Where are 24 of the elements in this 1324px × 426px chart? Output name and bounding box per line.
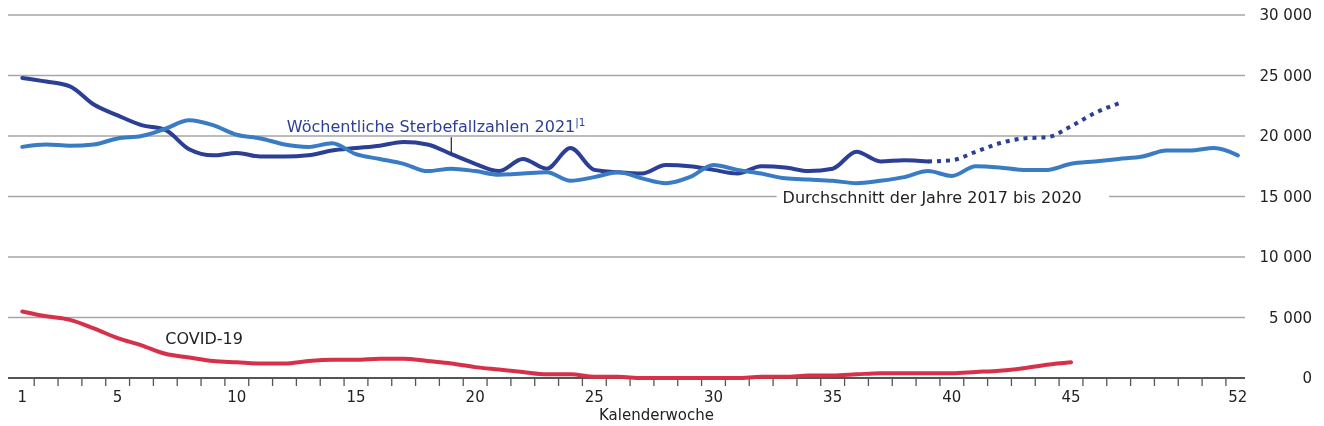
x-tick-label: 45 [1061, 388, 1081, 406]
x-tick-label: 35 [823, 388, 843, 406]
x-tick-label: 15 [346, 388, 366, 406]
series-label: Wöchentliche Sterbefallzahlen 2021$^{|1}$ [286, 116, 586, 137]
x-tick-label: 30 [703, 388, 724, 406]
y-tick-label: 15 000 [1259, 187, 1312, 206]
x-tick-label: 1 [17, 388, 28, 406]
y-tick-label: 0 [1302, 369, 1312, 387]
y-tick-label: 10 000 [1259, 248, 1312, 266]
y-tick-label: 30 000 [1259, 6, 1312, 24]
x-axis-title: Kalenderwoche [598, 406, 715, 424]
x-tick-label: 5 [112, 388, 123, 406]
x-tick-label: 25 [584, 388, 604, 406]
x-tick-label: 52 [1228, 388, 1248, 406]
series-label: Durchschnitt der Jahre 2017 bis 2020 [782, 187, 1082, 207]
y-tick-label: 25 000 [1259, 66, 1312, 85]
x-tick-label: 10 [227, 388, 247, 406]
x-tick-label: 40 [942, 388, 962, 406]
y-tick-label: 5 000 [1269, 308, 1312, 327]
series-label: COVID-19 [165, 329, 243, 349]
line-series [20, 309, 1074, 380]
line-series [20, 118, 1240, 186]
x-tick-label: 20 [465, 388, 485, 406]
y-tick-label: 20 000 [1259, 127, 1312, 145]
